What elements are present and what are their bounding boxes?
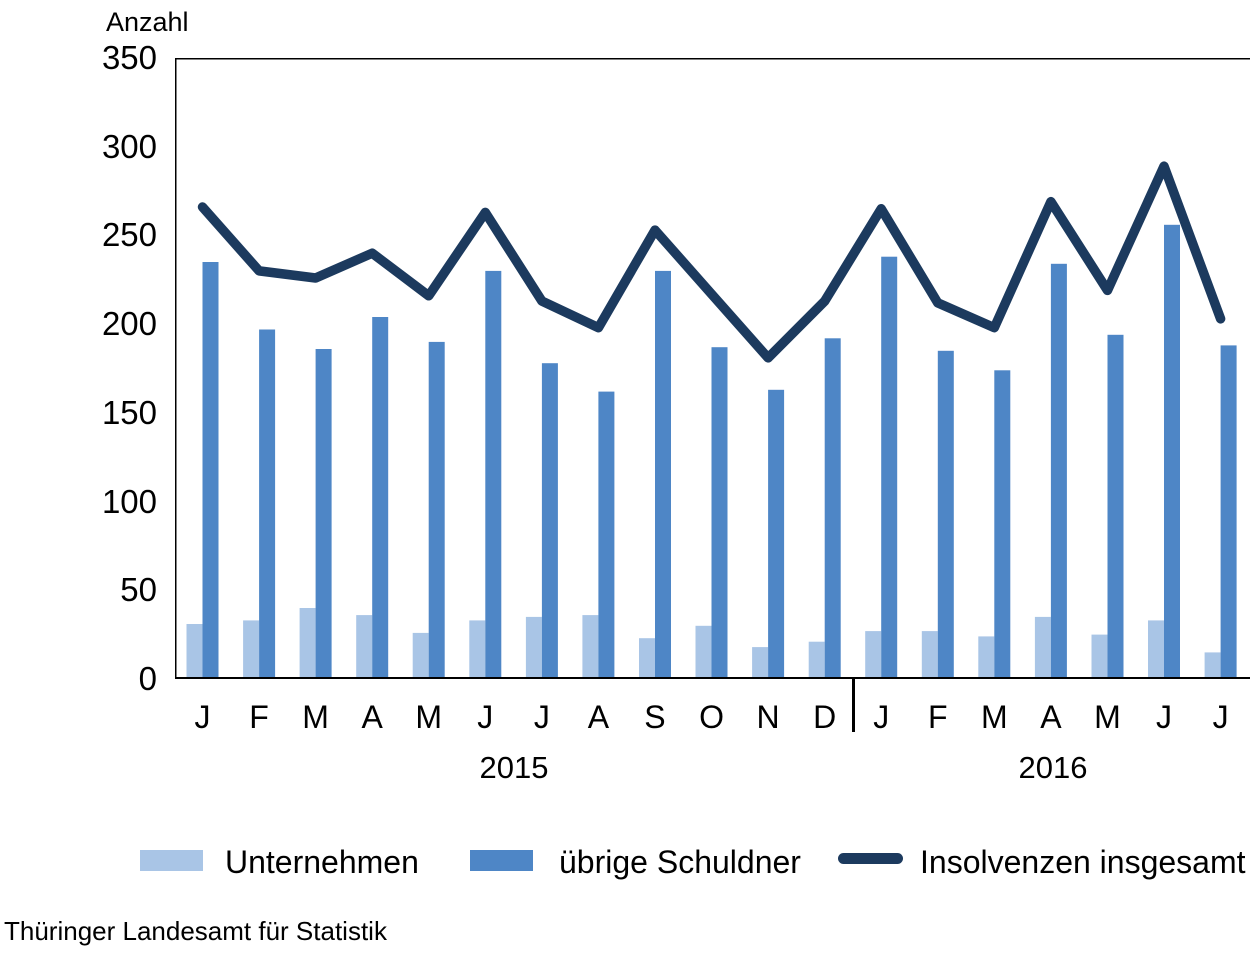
source-note: Thüringer Landesamt für Statistik bbox=[4, 916, 387, 946]
bar-uebrige-schuldner-J-6 bbox=[541, 363, 558, 679]
year-separator-tick bbox=[852, 679, 855, 732]
y-tick-label-300: 300 bbox=[101, 127, 157, 165]
legend-swatch-unternehmen bbox=[140, 850, 203, 871]
bar-uebrige-schuldner-S-8 bbox=[655, 270, 671, 679]
year-label-2015: 2015 bbox=[479, 750, 549, 785]
bar-unternehmen-J-5 bbox=[469, 620, 486, 679]
bar-uebrige-schuldner-M-14 bbox=[994, 370, 1011, 679]
bar-unternehmen-M-4 bbox=[412, 632, 429, 679]
month-label-F-13: F bbox=[927, 699, 948, 735]
bar-unternehmen-J-12 bbox=[865, 631, 882, 679]
plot-border bbox=[175, 58, 1250, 678]
bar-uebrige-schuldner-F-1 bbox=[259, 329, 276, 679]
line-insolvenzen-insgesamt bbox=[197, 161, 1226, 363]
bar-uebrige-schuldner-A-15 bbox=[1050, 263, 1067, 679]
y-tick-label-350: 350 bbox=[101, 39, 157, 76]
bar-unternehmen-M-2 bbox=[299, 608, 316, 679]
bar-uebrige-schuldner-M-2 bbox=[315, 349, 332, 679]
legend-line-swatch-insolvenzen-insgesamt bbox=[838, 853, 903, 864]
plot-area bbox=[175, 58, 1250, 679]
bar-unternehmen-N-10 bbox=[752, 647, 769, 679]
y-tick-label-150: 150 bbox=[101, 393, 157, 431]
bar-unternehmen-J-17 bbox=[1148, 620, 1164, 679]
month-label-S-8: S bbox=[644, 699, 666, 735]
bar-unternehmen-S-8 bbox=[639, 638, 655, 679]
bar-unternehmen-A-15 bbox=[1034, 616, 1051, 679]
legend-label-unternehmen: Unternehmen bbox=[225, 844, 419, 880]
month-label-J-5: J bbox=[477, 699, 494, 735]
month-label-J-17: J bbox=[1156, 699, 1173, 735]
bar-uebrige-schuldner-N-10 bbox=[768, 389, 785, 679]
bar-uebrige-schuldner-J-12 bbox=[881, 256, 898, 679]
month-label-D-11: D bbox=[813, 699, 837, 735]
bar-unternehmen-A-7 bbox=[582, 615, 599, 679]
year-label-2016: 2016 bbox=[1018, 750, 1088, 785]
y-tick-label-250: 250 bbox=[101, 216, 157, 254]
y-tick-label-50: 50 bbox=[120, 571, 157, 609]
y-axis-title: Anzahl bbox=[106, 7, 189, 37]
month-label-J-18: J bbox=[1212, 699, 1229, 735]
bar-unternehmen-D-11 bbox=[808, 641, 825, 679]
bar-uebrige-schuldner-J-0 bbox=[202, 262, 219, 679]
bar-unternehmen-F-13 bbox=[921, 631, 938, 679]
bar-uebrige-schuldner-M-16 bbox=[1107, 334, 1124, 679]
month-label-M-16: M bbox=[1094, 699, 1121, 735]
bar-unternehmen-J-0 bbox=[186, 624, 203, 679]
bar-unternehmen-M-14 bbox=[978, 636, 995, 679]
bar-uebrige-schuldner-A-7 bbox=[598, 391, 615, 679]
month-label-A-3: A bbox=[361, 699, 383, 735]
y-tick-label-100: 100 bbox=[101, 482, 157, 520]
bar-unternehmen-J-18 bbox=[1204, 652, 1221, 679]
bar-uebrige-schuldner-M-4 bbox=[428, 341, 445, 679]
legend-swatch-uebrige-schuldner bbox=[470, 850, 533, 871]
bar-unternehmen-J-6 bbox=[525, 616, 542, 679]
legend-label-uebrige-schuldner: übrige Schuldner bbox=[559, 844, 801, 880]
bar-uebrige-schuldner-J-5 bbox=[485, 270, 502, 679]
bar-uebrige-schuldner-J-18 bbox=[1220, 345, 1237, 679]
month-label-F-1: F bbox=[249, 699, 269, 735]
bar-uebrige-schuldner-A-3 bbox=[372, 317, 389, 679]
month-label-J-12: J bbox=[873, 699, 890, 735]
y-tick-label-0: 0 bbox=[138, 660, 157, 697]
bar-uebrige-schuldner-J-17 bbox=[1164, 224, 1180, 679]
bar-uebrige-schuldner-F-13 bbox=[937, 350, 954, 679]
month-label-A-15: A bbox=[1040, 699, 1062, 735]
month-label-N-10: N bbox=[756, 699, 780, 735]
month-label-M-14: M bbox=[981, 699, 1008, 735]
bar-unternehmen-A-3 bbox=[356, 615, 373, 679]
bar-uebrige-schuldner-D-11 bbox=[824, 338, 841, 679]
bar-uebrige-schuldner-O-9 bbox=[711, 347, 728, 679]
month-label-O-9: O bbox=[699, 699, 724, 735]
month-label-J-0: J bbox=[194, 699, 211, 735]
legend-label-insolvenzen-insgesamt: Insolvenzen insgesamt bbox=[920, 844, 1246, 880]
bar-unternehmen-F-1 bbox=[243, 620, 260, 679]
month-label-A-7: A bbox=[587, 699, 610, 735]
bar-unternehmen-M-16 bbox=[1091, 634, 1108, 679]
y-tick-label-200: 200 bbox=[101, 305, 157, 343]
bar-unternehmen-O-9 bbox=[695, 625, 712, 679]
month-label-J-6: J bbox=[533, 699, 550, 735]
month-label-M-2: M bbox=[302, 699, 329, 735]
month-label-M-4: M bbox=[415, 699, 443, 735]
